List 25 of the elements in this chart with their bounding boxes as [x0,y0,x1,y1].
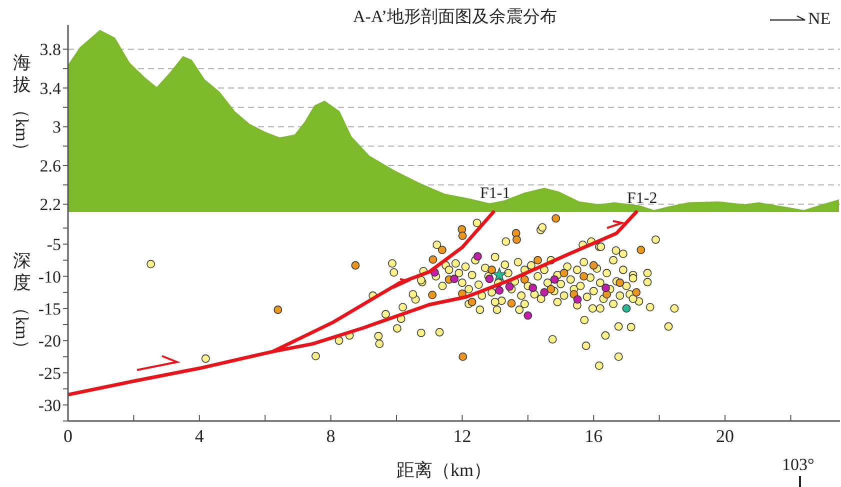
y-tick-label: 3.4 [40,78,62,98]
x-tick-label: 20 [716,426,734,446]
chart-title: A-A’地形剖面图及余震分布 [353,7,557,26]
y-tick-label: 2.2 [40,195,61,214]
x-tick-label: 16 [584,426,603,446]
x-tick-label: 8 [326,426,336,446]
text: 103° [782,455,814,474]
x-tick-label: 4 [194,426,204,446]
annotation: F1-2 [627,190,658,207]
annotation: F1-1 [480,185,510,202]
y-tick-label: -15 [38,299,61,318]
y-axis-title: 深度（km） [12,250,32,358]
y-tick-label: 3.8 [40,40,61,60]
annotation: NE [808,9,831,28]
y-tick-label: -30 [38,396,61,415]
x-axis-title: 距离（km） [396,460,492,480]
y-tick-label: 3 [52,118,61,137]
y-tick-label: -5 [46,235,61,254]
y-tick-label: 2.6 [40,156,61,176]
y-axis-title: 海拔（km） [12,52,32,160]
y-tick-label: -20 [38,332,61,351]
x-tick-label: 0 [64,426,72,446]
y-tick-label: -25 [38,364,61,383]
x-tick-label: 12 [453,426,472,446]
y-tick-label: -10 [38,267,61,286]
